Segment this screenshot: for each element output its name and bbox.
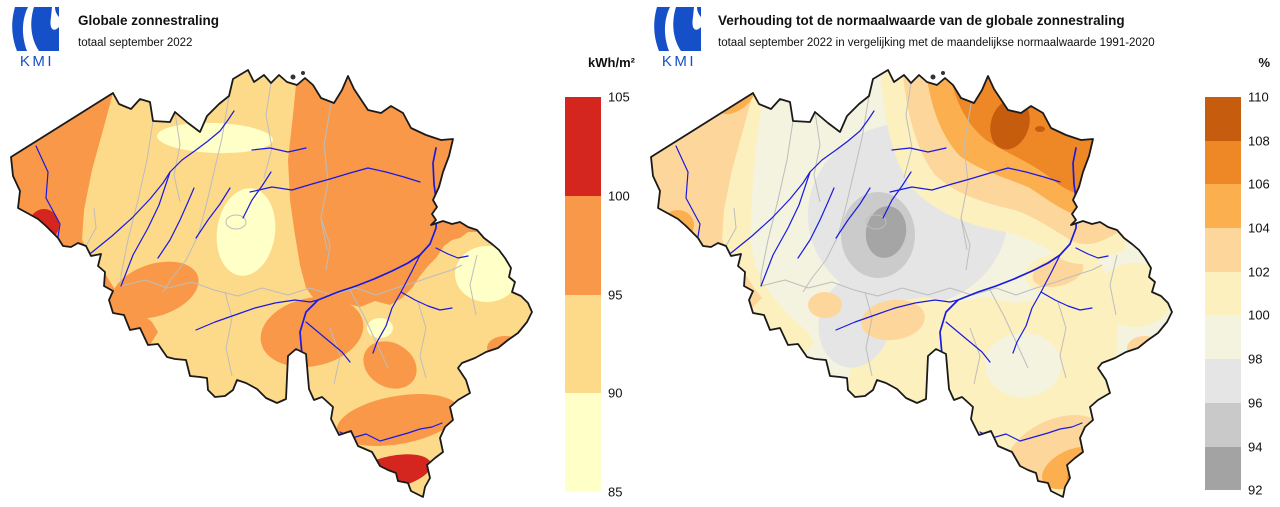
- left-map-title: Globale zonnestraling: [78, 13, 220, 28]
- kmi-logo-shape-right: [673, 7, 701, 51]
- colorbar-band: [1205, 315, 1241, 360]
- solar-map-fill-regions: [11, 70, 532, 497]
- colorbar-band: [565, 393, 601, 492]
- scale-tick: 92: [1248, 482, 1263, 498]
- colorbar-band: [1205, 359, 1241, 403]
- right-map-title: Verhouding tot de normaalwaarde van de g…: [718, 13, 1125, 28]
- scale-tick: 94: [1248, 439, 1263, 455]
- right-map-subtitle: totaal september 2022 in vergelijking me…: [718, 37, 1155, 49]
- scale-tick: 106: [1248, 176, 1270, 192]
- colorbar-band: [1205, 140, 1241, 185]
- colorbar-band: [1205, 228, 1241, 272]
- scale-tick: 98: [1248, 351, 1263, 367]
- scale-tick: 95: [608, 287, 623, 303]
- map-solar-radiation-belgium: [10, 69, 533, 498]
- coastal-islets: [930, 71, 945, 80]
- kmi-logo-shape-corner: [55, 7, 59, 17]
- colorbar-band: [565, 195, 601, 295]
- colorbar-band: [1205, 184, 1241, 229]
- scale-tick: 96: [1248, 395, 1263, 411]
- colorbar-band: [565, 294, 601, 394]
- scale-tick: 105: [608, 89, 630, 105]
- scale-tick: 108: [1248, 133, 1270, 149]
- kmi-logo: KMI: [12, 7, 59, 69]
- scale-tick: 90: [608, 385, 623, 401]
- scale-tick: 102: [1248, 264, 1270, 280]
- right-colorbar: [1205, 97, 1241, 491]
- scale-tick: 104: [1248, 220, 1270, 236]
- left-map-subtitle: totaal september 2022: [78, 37, 193, 49]
- colorbar-band: [565, 97, 601, 196]
- scale-tick: 100: [1248, 307, 1270, 323]
- colorbar-band: [1205, 271, 1241, 316]
- colorbar-band: [1205, 402, 1241, 447]
- colorbar-band: [1205, 97, 1241, 141]
- kmi-logo-shape-left: [654, 7, 670, 51]
- coastal-islets: [290, 71, 305, 80]
- kmi-logo-text: KMI: [662, 53, 696, 69]
- kmi-logo-shape-right: [31, 7, 59, 51]
- kmi-logo-shape-left: [12, 7, 28, 51]
- anomaly-map-fill-regions: [651, 70, 1172, 497]
- left-colorbar: [565, 97, 601, 492]
- kmi-logo-text: KMI: [20, 53, 54, 69]
- right-scale-unit: %: [1258, 55, 1270, 70]
- left-scale-unit: kWh/m²: [588, 55, 635, 70]
- kmi-logo-shape-corner: [697, 7, 701, 17]
- kmi-logo: KMI: [654, 7, 701, 69]
- colorbar-band: [1205, 446, 1241, 491]
- map-solar-anomaly-belgium: [650, 69, 1173, 498]
- scale-tick: 100: [608, 188, 630, 204]
- scale-tick: 85: [608, 484, 623, 500]
- scale-tick: 110: [1248, 89, 1269, 105]
